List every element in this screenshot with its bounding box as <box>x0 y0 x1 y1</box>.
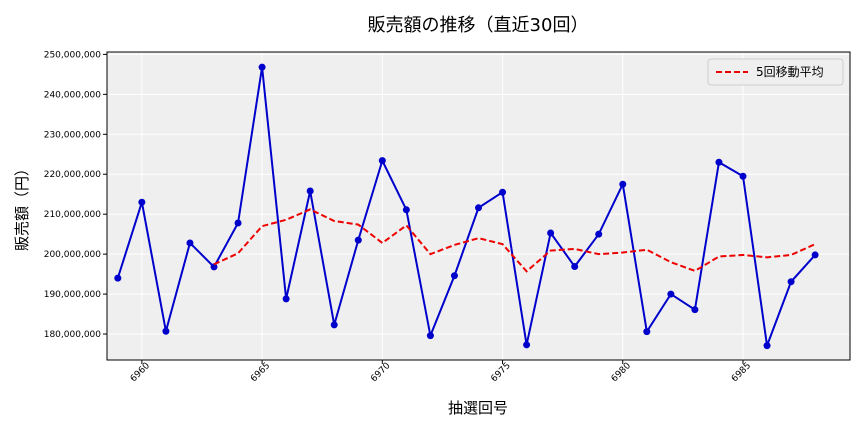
series-layer <box>114 63 819 350</box>
x-tick-label: 6975 <box>489 361 512 384</box>
y-tick-label: 240,000,000 <box>44 90 102 100</box>
data-point <box>571 263 579 271</box>
legend-box <box>707 58 844 86</box>
data-point <box>811 251 819 259</box>
x-tick-label: 6970 <box>369 361 392 384</box>
data-point <box>763 342 771 350</box>
y-tick-label: 250,000,000 <box>44 50 102 60</box>
data-point <box>258 63 266 71</box>
data-point <box>475 204 482 212</box>
data-point <box>739 172 747 180</box>
data-point <box>402 206 410 214</box>
grid <box>107 52 850 360</box>
data-point <box>547 229 555 237</box>
y-tick-label: 230,000,000 <box>44 130 102 140</box>
data-point <box>523 341 531 349</box>
y-tick-label: 190,000,000 <box>44 290 102 300</box>
data-point <box>595 230 603 238</box>
y-tick-label: 220,000,000 <box>44 170 102 180</box>
data-point <box>450 272 458 280</box>
legend: 5回移動平均 <box>707 58 844 86</box>
y-tick-label: 200,000,000 <box>44 250 102 260</box>
series-line-moving-average <box>213 208 816 273</box>
data-point <box>378 157 386 165</box>
data-point <box>234 219 242 227</box>
x-axis-title: 抽選回号 <box>448 399 508 417</box>
data-point <box>330 321 338 329</box>
data-point <box>114 274 122 282</box>
data-point <box>162 327 170 335</box>
data-point <box>715 158 723 166</box>
data-point <box>138 198 146 206</box>
y-tick-label: 180,000,000 <box>44 330 102 340</box>
data-point <box>619 180 627 188</box>
data-point <box>354 236 362 244</box>
x-tick-label: 6965 <box>249 361 272 384</box>
x-tick-label: 6960 <box>129 361 152 384</box>
data-point <box>691 306 699 314</box>
x-tick-label: 6985 <box>730 361 753 384</box>
data-point <box>643 328 651 336</box>
legend-label-moving-average: 5回移動平均 <box>756 65 824 79</box>
data-point <box>667 290 675 298</box>
data-point <box>306 187 314 195</box>
plot-frame <box>106 51 851 361</box>
data-point <box>499 188 507 196</box>
data-point <box>186 239 194 247</box>
data-point <box>426 332 434 340</box>
x-tick-label: 6980 <box>610 361 633 384</box>
data-point <box>787 278 795 286</box>
y-axis-title: 販売額（円） <box>13 161 31 251</box>
chart-title: 販売額の推移（直近30回） <box>368 15 589 36</box>
data-point <box>282 295 290 303</box>
data-point <box>210 263 218 271</box>
y-tick-label: 210,000,000 <box>44 210 102 220</box>
